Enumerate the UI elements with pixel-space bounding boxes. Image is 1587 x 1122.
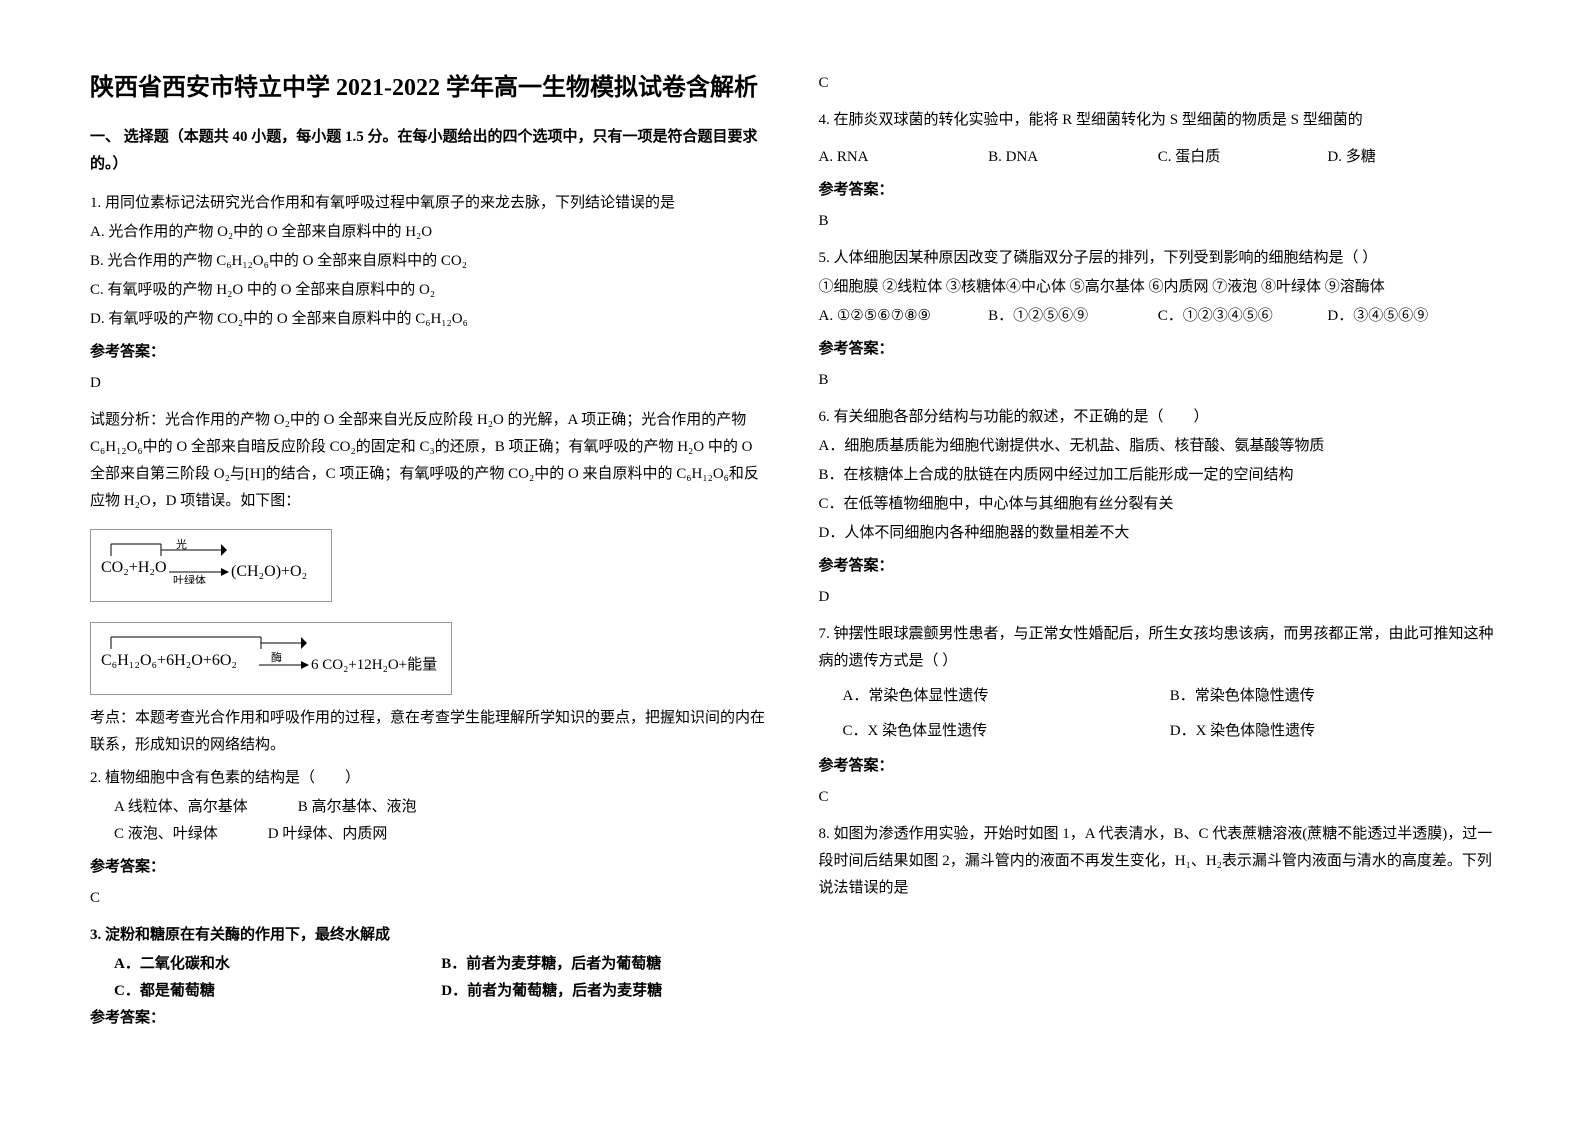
q3-ans: C [819,70,1498,97]
q5-opt-b: B．①②⑤⑥⑨ [988,303,1158,330]
q6-opt-a: A．细胞质基质能为细胞代谢提供水、无机盐、脂质、核苷酸、氨基酸等物质 [819,433,1498,460]
q4-opt-d: D. 多糖 [1327,144,1497,171]
q4-opt-c: C. 蛋白质 [1158,144,1328,171]
q7-opts-2: C．X 染色体显性遗传 D．X 染色体隐性遗传 [819,718,1498,745]
svg-text:叶绿体: 叶绿体 [173,573,206,584]
question-2: 2. 植物细胞中含有色素的结构是（ ） A 线粒体、高尔基体 B 高尔基体、液泡… [90,765,769,912]
q5-ans-label: 参考答案： [819,336,1498,363]
q3-opt-b: B．前者为麦芽糖，后者为葡萄糖 [441,951,768,978]
q1-equation-2: C₆H₁₂O₆+6H₂O+6O₂ 酶 6 CO₂+12H₂O+能量 [90,622,452,695]
q3-opt-d: D．前者为葡萄糖，后者为麦芽糖 [441,978,768,1005]
q7-opts-1: A．常染色体显性遗传 B．常染色体隐性遗传 [819,683,1498,710]
q1-opt-c: C. 有氧呼吸的产物 H₂O 中的 O 全部来自原料中的 O₂ [90,277,769,304]
q5-opt-c: C．①②③④⑤⑥ [1158,303,1328,330]
q1-opt-b: B. 光合作用的产物 C₆H₁₂O₆中的 O 全部来自原料中的 CO₂ [90,248,769,275]
q6-opt-c: C．在低等植物细胞中，中心体与其细胞有丝分裂有关 [819,491,1498,518]
question-5: 5. 人体细胞因某种原因改变了磷脂双分子层的排列，下列受到影响的细胞结构是（ ）… [819,245,1498,394]
q8-stem: 8. 如图为渗透作用实验，开始时如图 1，A 代表清水，B、C 代表蔗糖溶液(蔗… [819,821,1498,902]
svg-text:C₆H₁₂O₆+6H₂O+6O₂: C₆H₁₂O₆+6H₂O+6O₂ [101,652,237,669]
q7-opt-c: C．X 染色体显性遗传 [843,718,1170,745]
question-7: 7. 钟摆性眼球震颤男性患者，与正常女性婚配后，所生女孩均患该病，而男孩都正常，… [819,621,1498,811]
q2-opts-2: C 液泡、叶绿体 D 叶绿体、内质网 [90,821,769,848]
q4-ans-label: 参考答案： [819,177,1498,204]
q5-opt-d: D．③④⑤⑥⑨ [1327,303,1497,330]
q7-ans: C [819,784,1498,811]
q7-opt-d: D．X 染色体隐性遗传 [1170,718,1497,745]
q2-stem: 2. 植物细胞中含有色素的结构是（ ） [90,765,769,792]
q3-opt-a: A．二氧化碳和水 [114,951,441,978]
q3-opts-1: A．二氧化碳和水 B．前者为麦芽糖，后者为葡萄糖 [90,951,769,978]
q1-note: 考点：本题考查光合作用和呼吸作用的过程，意在考查学生能理解所学知识的要点，把握知… [90,705,769,759]
q2-opt-c: C 液泡、叶绿体 [114,821,218,848]
q3-ans-label: 参考答案： [90,1005,769,1032]
q1-opt-a: A. 光合作用的产物 O₂中的 O 全部来自原料中的 H₂O [90,219,769,246]
q1-analysis: 试题分析：光合作用的产物 O₂中的 O 全部来自光反应阶段 H₂O 的光解，A … [90,407,769,515]
left-column: 陕西省西安市特立中学 2021-2022 学年高一生物模拟试卷含解析 一、 选择… [90,70,769,1052]
q5-stem: 5. 人体细胞因某种原因改变了磷脂双分子层的排列，下列受到影响的细胞结构是（ ） [819,245,1498,272]
diagram-svg-1: CO₂+H₂O 光 叶绿体 (CH₂O)+O₂ [101,536,321,584]
q2-ans: C [90,885,769,912]
q1-stem: 1. 用同位素标记法研究光合作用和有氧呼吸过程中氧原子的来龙去脉，下列结论错误的… [90,190,769,217]
question-1: 1. 用同位素标记法研究光合作用和有氧呼吸过程中氧原子的来龙去脉，下列结论错误的… [90,190,769,759]
q5-opt-a: A. ①②⑤⑥⑦⑧⑨ [819,303,989,330]
svg-text:6 CO₂+12H₂O+能量: 6 CO₂+12H₂O+能量 [311,656,437,673]
exam-title: 陕西省西安市特立中学 2021-2022 学年高一生物模拟试卷含解析 [90,70,769,106]
diagram-svg-2: C₆H₁₂O₆+6H₂O+6O₂ 酶 6 CO₂+12H₂O+能量 [101,629,441,677]
q7-opt-b: B．常染色体隐性遗传 [1170,683,1497,710]
question-3: 3. 淀粉和糖原在有关酶的作用下，最终水解成 A．二氧化碳和水 B．前者为麦芽糖… [90,922,769,1032]
q2-opt-b: B 高尔基体、液泡 [298,794,417,821]
svg-text:光: 光 [176,537,187,551]
q6-ans: D [819,584,1498,611]
q5-ans: B [819,367,1498,394]
q2-opt-a: A 线粒体、高尔基体 [114,794,248,821]
q3-opt-c: C．都是葡萄糖 [114,978,441,1005]
svg-text:(CH₂O)+O₂: (CH₂O)+O₂ [231,563,307,580]
q3-stem: 3. 淀粉和糖原在有关酶的作用下，最终水解成 [90,922,769,949]
svg-text:CO₂+H₂O: CO₂+H₂O [101,559,167,576]
q2-opts-1: A 线粒体、高尔基体 B 高尔基体、液泡 [90,794,769,821]
q1-ans: D [90,370,769,397]
q2-ans-label: 参考答案： [90,854,769,881]
q6-stem: 6. 有关细胞各部分结构与功能的叙述，不正确的是（ ） [819,404,1498,431]
q2-opt-d: D 叶绿体、内质网 [268,821,388,848]
right-column: C 4. 在肺炎双球菌的转化实验中，能将 R 型细菌转化为 S 型细菌的物质是 … [819,70,1498,1052]
q1-ans-label: 参考答案： [90,339,769,366]
svg-text:酶: 酶 [271,651,282,664]
q6-ans-label: 参考答案： [819,553,1498,580]
q4-stem: 4. 在肺炎双球菌的转化实验中，能将 R 型细菌转化为 S 型细菌的物质是 S … [819,107,1498,134]
q7-ans-label: 参考答案： [819,753,1498,780]
q7-opt-a: A．常染色体显性遗传 [843,683,1170,710]
section-1-header: 一、 选择题（本题共 40 小题，每小题 1.5 分。在每小题给出的四个选项中，… [90,124,769,178]
q7-stem: 7. 钟摆性眼球震颤男性患者，与正常女性婚配后，所生女孩均患该病，而男孩都正常，… [819,621,1498,675]
question-8: 8. 如图为渗透作用实验，开始时如图 1，A 代表清水，B、C 代表蔗糖溶液(蔗… [819,821,1498,902]
question-6: 6. 有关细胞各部分结构与功能的叙述，不正确的是（ ） A．细胞质基质能为细胞代… [819,404,1498,611]
q1-opt-d: D. 有氧呼吸的产物 CO₂中的 O 全部来自原料中的 C₆H₁₂O₆ [90,306,769,333]
q5-items: ①细胞膜 ②线粒体 ③核糖体④中心体 ⑤高尔基体 ⑥内质网 ⑦液泡 ⑧叶绿体 ⑨… [819,274,1498,301]
q4-ans: B [819,208,1498,235]
q4-opt-a: A. RNA [819,144,989,171]
q5-opts: A. ①②⑤⑥⑦⑧⑨ B．①②⑤⑥⑨ C．①②③④⑤⑥ D．③④⑤⑥⑨ [819,303,1498,330]
q1-equation-1: CO₂+H₂O 光 叶绿体 (CH₂O)+O₂ [90,529,332,602]
q6-opt-d: D．人体不同细胞内各种细胞器的数量相差不大 [819,520,1498,547]
q3-opts-2: C．都是葡萄糖 D．前者为葡萄糖，后者为麦芽糖 [90,978,769,1005]
q6-opt-b: B．在核糖体上合成的肽链在内质网中经过加工后能形成一定的空间结构 [819,462,1498,489]
q4-opt-b: B. DNA [988,144,1158,171]
q4-opts: A. RNA B. DNA C. 蛋白质 D. 多糖 [819,144,1498,171]
question-4: 4. 在肺炎双球菌的转化实验中，能将 R 型细菌转化为 S 型细菌的物质是 S … [819,107,1498,235]
